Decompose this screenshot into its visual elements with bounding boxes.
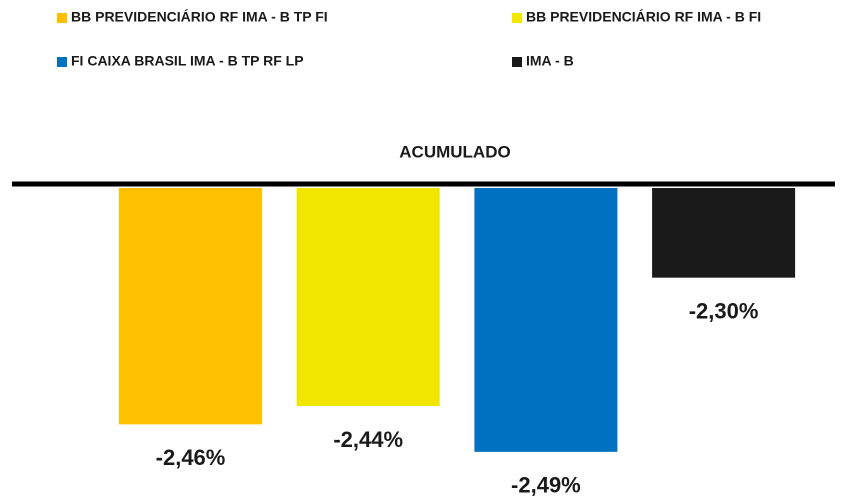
legend-swatch	[512, 13, 522, 23]
bar	[652, 188, 796, 278]
legend-label: IMA - B	[526, 53, 574, 69]
legend-label: FI CAIXA BRASIL IMA - B TP RF LP	[71, 53, 304, 69]
legend-swatch	[512, 57, 522, 67]
legend-swatch	[57, 57, 67, 67]
bar	[296, 188, 440, 406]
legend-label: BB PREVIDENCIÁRIO RF IMA - B FI	[526, 9, 761, 25]
data-label: -2,44%	[333, 427, 403, 452]
legend-swatch	[57, 13, 67, 23]
data-label: -2,49%	[511, 473, 581, 498]
category-label: ACUMULADO	[399, 142, 510, 161]
data-label: -2,46%	[156, 445, 226, 470]
legend-label: BB PREVIDENCIÁRIO RF IMA - B TP FI	[71, 9, 328, 25]
data-label: -2,30%	[689, 298, 759, 323]
bar	[474, 188, 618, 452]
bar	[119, 188, 262, 425]
